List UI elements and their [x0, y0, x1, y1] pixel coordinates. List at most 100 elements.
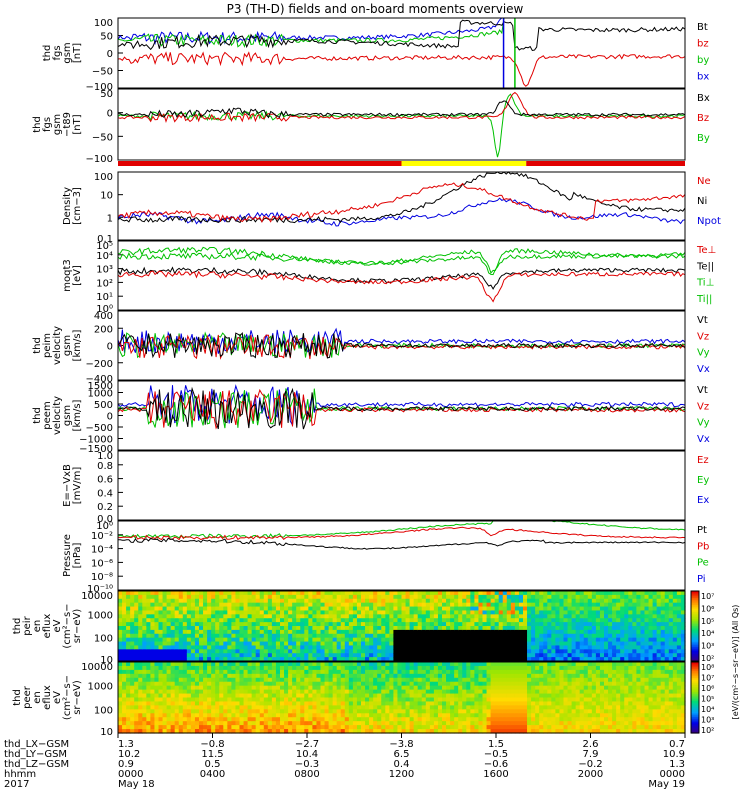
spectrogram-cell [344, 697, 350, 703]
spectrogram-cell [251, 697, 257, 703]
spectrogram-cell [158, 685, 164, 691]
spectrogram-cell [510, 637, 516, 643]
spectrogram-cell [656, 649, 662, 654]
spectrogram-cell [458, 641, 463, 647]
spectrogram-cell [474, 669, 480, 675]
spectrogram-cell [130, 610, 135, 615]
spectrogram-cell [510, 697, 516, 703]
spectrogram-cell [527, 598, 532, 604]
spectrogram-cell [280, 606, 285, 612]
spectrogram-cell [527, 610, 532, 615]
spectrogram-cell [377, 685, 382, 691]
spectrogram-cell [466, 725, 471, 730]
spectrogram-cell [628, 673, 633, 679]
spectrogram-cell [308, 705, 313, 710]
spectrogram-cell [502, 618, 508, 623]
spectrogram-cell [320, 725, 326, 730]
spectrogram-cell [462, 594, 467, 600]
spectrogram-cell [616, 653, 621, 658]
spectrogram-cell [624, 598, 629, 604]
spectrogram-cell [531, 653, 536, 658]
spectrogram-cell [174, 594, 180, 600]
spectrogram-cell [263, 591, 269, 596]
spectrogram-cell [442, 649, 447, 654]
spectrogram-cell [405, 725, 411, 730]
spectrogram-cell [624, 677, 629, 683]
spectrogram-cell [409, 614, 415, 619]
spectrogram-cell [599, 637, 605, 643]
spectrogram-cell [664, 594, 670, 600]
spectrogram-cell [587, 729, 593, 734]
spectrogram-cell [535, 685, 540, 691]
spectrogram-cell [437, 610, 443, 615]
spectrogram-cell [587, 717, 593, 722]
spectrogram-cell [397, 701, 403, 706]
spectrogram-cell [482, 622, 488, 627]
spectrogram-cell [612, 669, 617, 675]
spectrogram-cell [575, 610, 581, 615]
spectrogram-cell [118, 629, 123, 635]
spectrogram-cell [462, 591, 467, 596]
spectrogram-cell [535, 657, 540, 662]
spectrogram-cell [126, 618, 131, 623]
spectrogram-cell [547, 637, 552, 643]
spectrogram-cell [506, 697, 512, 703]
spectrogram-cell [126, 622, 131, 627]
spectrogram-cell [275, 677, 281, 683]
spectrogram-cell [587, 701, 593, 706]
spectrogram-cell [470, 689, 475, 695]
spectrogram-cell [429, 697, 435, 703]
spectrogram-cell [531, 717, 536, 722]
spectrogram-cell [405, 693, 411, 699]
spectrogram-cell [130, 637, 135, 643]
spectrogram-cell [571, 662, 577, 667]
spectrogram-cell [628, 665, 633, 671]
spectrogram-cell [531, 721, 536, 726]
spectrogram-cell [146, 629, 151, 635]
spectrogram-cell [247, 697, 253, 703]
spectrogram-cell [275, 669, 281, 675]
spectrogram-cell [523, 598, 528, 604]
spectrogram-cell [154, 653, 160, 658]
spectrogram-cell [300, 721, 305, 726]
spectrogram-cell [421, 633, 427, 639]
spectrogram-cell [482, 673, 488, 679]
spectrogram-cell [170, 693, 176, 699]
spectrogram-cell [632, 606, 637, 612]
spectrogram-cell [154, 685, 160, 691]
spectrogram-cell [676, 598, 682, 604]
spectrogram-cell [470, 662, 475, 667]
spectrogram-cell [417, 673, 423, 679]
y-tick-label: 10 [100, 191, 113, 202]
spectrogram-cell [312, 626, 318, 631]
spectrogram-cell [292, 665, 297, 671]
spectrogram-cell [300, 641, 305, 647]
spectrogram-cell [409, 629, 415, 635]
spectrogram-cell [275, 681, 281, 687]
spectrogram-cell [190, 709, 196, 714]
spectrogram-cell [365, 606, 370, 612]
spectrogram-cell [154, 629, 160, 635]
spectrogram-cell [271, 713, 277, 718]
spectrogram-cell [316, 693, 322, 699]
spectrogram-cell [336, 591, 342, 596]
spectrogram-cell [336, 594, 342, 600]
spectrogram-cell [409, 693, 415, 699]
spectrogram-cell [470, 649, 475, 654]
spectrogram-cell [579, 618, 585, 623]
spectrogram-cell [284, 614, 289, 619]
spectrogram-cell [231, 713, 237, 718]
spectrogram-cell [178, 689, 184, 695]
spectrogram-cell [482, 665, 488, 671]
spectrogram-cell [389, 705, 394, 710]
spectrogram-cell [417, 637, 423, 643]
spectrogram-cell [551, 697, 556, 703]
spectrogram-cell [328, 677, 334, 683]
spectrogram-cell [122, 610, 127, 615]
spectrogram-cell [320, 606, 326, 612]
spectrogram-cell [616, 721, 621, 726]
spectrogram-cell [539, 713, 544, 718]
spectrogram-cell [591, 725, 597, 730]
spectrogram-cell [174, 591, 180, 596]
spectrogram-cell [559, 626, 565, 631]
